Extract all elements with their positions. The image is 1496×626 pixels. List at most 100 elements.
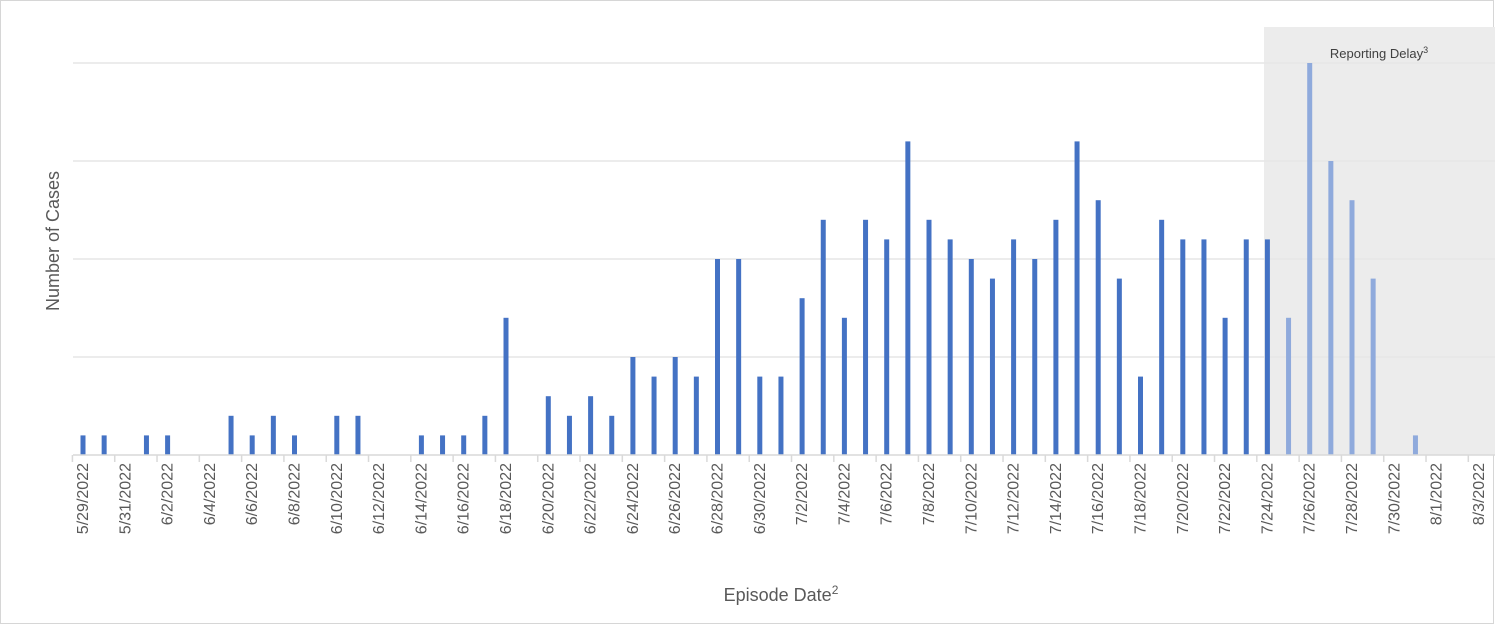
- bar: [757, 376, 763, 455]
- bar: [249, 435, 255, 455]
- x-tick-label: 6/8/2022: [287, 463, 304, 525]
- bar: [968, 259, 974, 455]
- bar: [841, 317, 847, 455]
- bar: [334, 415, 340, 455]
- bar: [799, 298, 805, 455]
- x-tick-label: 6/10/2022: [329, 463, 346, 534]
- bars: [80, 63, 1418, 455]
- bar: [1180, 239, 1186, 455]
- bar: [566, 415, 572, 455]
- x-tick-label: 7/6/2022: [879, 463, 896, 525]
- x-axis-title: Episode Date2: [724, 583, 839, 605]
- bar: [165, 435, 171, 455]
- x-tick-label: 6/6/2022: [244, 463, 261, 525]
- bar: [905, 141, 911, 455]
- bar: [80, 435, 86, 455]
- x-tick-label: 7/8/2022: [921, 463, 938, 525]
- bar: [863, 219, 869, 455]
- bar: [482, 415, 488, 455]
- bar: [672, 357, 678, 455]
- x-tick-label: 7/30/2022: [1386, 463, 1403, 534]
- x-tick-labels: 5/29/2022 5/31/2022 6/2/2022 6/4/2022 6/6/20…: [75, 463, 1488, 534]
- bar: [1032, 259, 1038, 455]
- x-tick-label: 7/16/2022: [1090, 463, 1107, 534]
- bar: [1222, 317, 1228, 455]
- x-tick-label: 6/20/2022: [540, 463, 557, 534]
- bar-delayed: [1286, 317, 1292, 455]
- bar: [101, 435, 107, 455]
- gridlines: [73, 62, 1495, 358]
- bar: [270, 415, 276, 455]
- x-tick-label: 7/4/2022: [836, 463, 853, 525]
- bar: [1095, 200, 1101, 455]
- x-tick-label: 6/18/2022: [498, 463, 515, 534]
- bar: [630, 357, 636, 455]
- bar: [989, 278, 995, 455]
- x-tick-label: 7/20/2022: [1175, 463, 1192, 534]
- bar: [715, 259, 720, 455]
- bar: [503, 317, 509, 455]
- bar: [228, 415, 234, 455]
- reporting-delay-label-superscript: 3: [1423, 45, 1428, 55]
- x-tick-label: 5/29/2022: [75, 463, 92, 534]
- x-tick-label: 6/26/2022: [667, 463, 684, 534]
- bar: [736, 259, 742, 455]
- bar: [778, 376, 784, 455]
- x-tick-label: 7/2/2022: [794, 463, 811, 525]
- reporting-delay-label-text: Reporting Delay: [1330, 46, 1424, 61]
- bar: [1159, 219, 1165, 455]
- y-axis-title: Number of Cases: [43, 171, 63, 311]
- bar: [545, 396, 551, 455]
- x-tick-label: 8/3/2022: [1471, 463, 1488, 525]
- x-tick-label: 5/31/2022: [117, 463, 134, 534]
- bar-delayed: [1412, 435, 1418, 455]
- reporting-delay-label: Reporting Delay3: [1330, 45, 1428, 61]
- bar-delayed: [1328, 161, 1334, 455]
- bar: [1201, 239, 1207, 455]
- x-tick-label: 6/30/2022: [752, 463, 769, 534]
- bar-delayed: [1349, 200, 1355, 455]
- bar: [292, 435, 297, 455]
- bar: [440, 435, 446, 455]
- x-tick-label: 8/1/2022: [1429, 463, 1446, 525]
- bar: [1053, 219, 1059, 455]
- bar: [651, 376, 657, 455]
- bar-delayed: [1370, 278, 1376, 455]
- x-tick-label: 7/26/2022: [1302, 463, 1319, 534]
- reporting-delay-region: [1264, 27, 1495, 455]
- bar: [461, 435, 467, 455]
- bar: [1264, 239, 1270, 455]
- x-tick-label: 6/22/2022: [583, 463, 600, 534]
- x-tick-label: 7/14/2022: [1048, 463, 1065, 534]
- bar: [884, 239, 890, 455]
- x-tick-label: 6/4/2022: [202, 463, 219, 525]
- x-tick-label: 6/24/2022: [625, 463, 642, 534]
- bar: [1138, 376, 1143, 455]
- bar: [820, 219, 826, 455]
- x-tick-label: 7/18/2022: [1133, 463, 1150, 534]
- x-tick-label: 6/28/2022: [710, 463, 727, 534]
- x-tick-label: 6/2/2022: [160, 463, 177, 525]
- bar: [1243, 239, 1249, 455]
- bar: [926, 219, 932, 455]
- bar: [418, 435, 424, 455]
- x-tick-label: 7/22/2022: [1217, 463, 1234, 534]
- bar: [693, 376, 699, 455]
- bar-delayed: [1307, 63, 1313, 455]
- bar: [143, 435, 149, 455]
- x-tick-label: 7/24/2022: [1259, 463, 1276, 534]
- x-tick-label: 7/28/2022: [1344, 463, 1361, 534]
- x-tick-label: 7/10/2022: [963, 463, 980, 534]
- bar: [947, 239, 953, 455]
- bar: [1116, 278, 1122, 455]
- x-axis-title-superscript: 2: [832, 583, 839, 597]
- x-tick-label: 6/14/2022: [413, 463, 430, 534]
- x-tick-label: 6/12/2022: [371, 463, 388, 534]
- x-axis-title-text: Episode Date: [724, 585, 832, 605]
- bar: [1074, 141, 1080, 455]
- x-tick-label: 6/16/2022: [456, 463, 473, 534]
- bar: [1011, 239, 1017, 455]
- x-tick-marks: [71, 455, 1470, 462]
